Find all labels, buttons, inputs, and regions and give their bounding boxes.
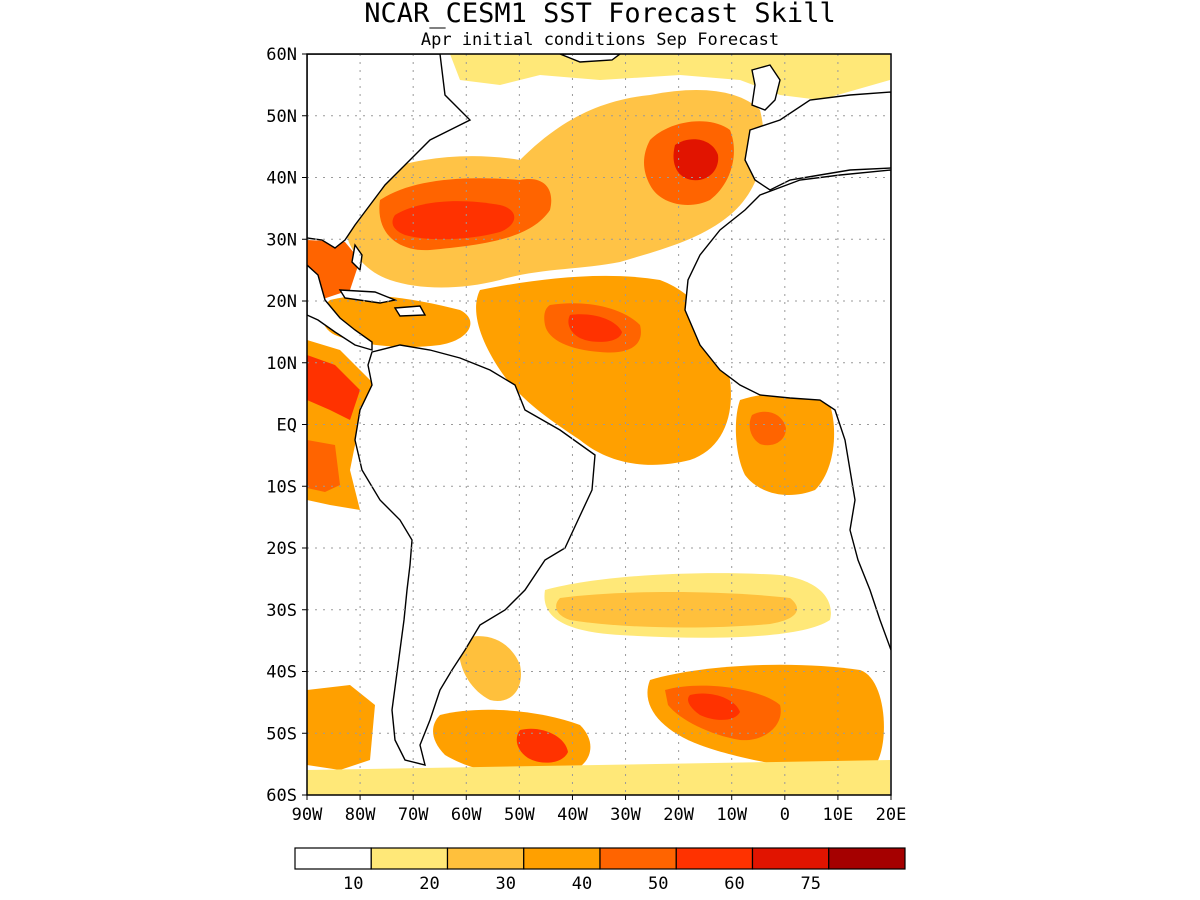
- colorbar-swatch: [446, 847, 525, 870]
- lon-tick-label: 70W: [398, 805, 429, 825]
- chart-title: NCAR_CESM1 SST Forecast Skill: [364, 0, 835, 29]
- skill-shading-gulf-stream-core: [392, 201, 515, 240]
- landmass-south-america: [354, 344, 596, 766]
- lat-tick-label: 50S: [266, 724, 297, 744]
- longitude-axis: 90W 80W 70W 60W 50W 40W 30W 20W 10W 0 10E 20E: [292, 795, 907, 825]
- colorbar-swatch: [675, 847, 754, 870]
- lat-tick-label: 10S: [266, 477, 297, 497]
- colorbar-label: 75: [801, 874, 821, 894]
- colorbar-label: 30: [496, 874, 516, 894]
- lat-tick-label: 40N: [266, 169, 297, 189]
- colorbar-swatch: [599, 847, 677, 870]
- skill-shading-southern-strip: [307, 760, 890, 795]
- colorbar-label: 40: [572, 874, 592, 894]
- lat-tick-label: 30S: [266, 601, 297, 621]
- skill-shading-eastern-pacific-south: [307, 440, 340, 492]
- landmass-hispaniola: [393, 305, 427, 317]
- skill-shading-tropical-core-dark: [568, 314, 622, 342]
- lon-tick-label: 80W: [345, 805, 376, 825]
- colorbar-swatch: [828, 847, 906, 870]
- colorbar-swatch: [370, 847, 449, 870]
- lat-tick-label: 60N: [266, 45, 297, 65]
- lon-tick-label: 90W: [292, 805, 323, 825]
- skill-shading-southern-ocean-west-core: [516, 728, 568, 763]
- landmass-africa: [684, 169, 891, 651]
- lon-tick-label: 30W: [610, 805, 641, 825]
- landmass-british-isles: [751, 64, 781, 111]
- skill-shading-subpolar-band: [450, 54, 890, 100]
- colorbar-swatch: [751, 847, 830, 870]
- skill-shading-northeast-atlantic-core: [673, 139, 719, 181]
- lon-tick-label: 60W: [451, 805, 482, 825]
- lat-tick-label: 10N: [266, 354, 297, 374]
- chart-subtitle: Apr initial conditions Sep Forecast: [421, 30, 779, 50]
- colorbar-label: 60: [724, 874, 744, 894]
- skill-shading-southeast-pacific: [307, 685, 375, 770]
- lat-lon-grid: [307, 54, 891, 795]
- lat-tick-label: 20S: [266, 539, 297, 559]
- lat-tick-label: 20N: [266, 292, 297, 312]
- landmass-north-america: [307, 54, 472, 249]
- lat-tick-label: 50N: [266, 107, 297, 127]
- colorbar-label: 10: [343, 874, 363, 894]
- skill-shading-tropical-atlantic: [476, 275, 731, 465]
- landmass-europe: [744, 91, 891, 191]
- lat-tick-label: 40S: [266, 663, 297, 683]
- lon-tick-label: 0: [780, 805, 790, 825]
- skill-shading-eastern-pacific-core: [307, 355, 360, 420]
- skill-shading-patagonian-shelf: [459, 636, 521, 701]
- colorbar-label: 20: [419, 874, 439, 894]
- colorbar-swatch: [523, 847, 601, 870]
- lon-tick-label: 40W: [557, 805, 588, 825]
- lon-tick-label: 20W: [663, 805, 694, 825]
- skill-shading-gulf-of-guinea-core: [749, 411, 786, 446]
- map-area: [307, 54, 891, 795]
- landmass-central-america: [307, 264, 373, 351]
- lon-tick-label: 50W: [504, 805, 535, 825]
- colorbar-swatch: [294, 847, 372, 870]
- latitude-axis: 60N 50N 40N 30N 20N 10N EQ 10S 20S 30S 40S 50S 60S: [266, 45, 307, 806]
- lat-tick-label: EQ: [277, 416, 297, 436]
- lon-tick-label: 10E: [823, 805, 854, 825]
- landmass-greenland-edge: [559, 54, 622, 63]
- skill-shading-southern-ocean-east-dark: [688, 693, 740, 720]
- lat-tick-label: 30N: [266, 230, 297, 250]
- lon-tick-label: 10W: [716, 805, 747, 825]
- colorbar: 10 20 30 40 50 60 75: [294, 847, 906, 894]
- lon-tick-label: 20E: [876, 805, 907, 825]
- colorbar-label: 50: [648, 874, 668, 894]
- lat-tick-label: 60S: [266, 786, 297, 806]
- coastlines: [307, 54, 891, 766]
